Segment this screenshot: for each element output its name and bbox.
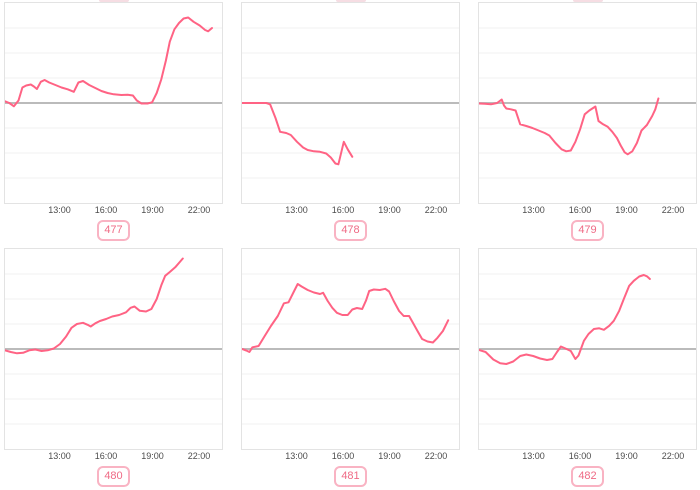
line-chart xyxy=(241,2,460,204)
chart-cell: 13:00 16:00 19:00 22:00 479 xyxy=(478,2,697,244)
chart-id-badge[interactable]: 482 xyxy=(571,466,604,487)
series-line xyxy=(242,102,354,166)
series-line xyxy=(479,97,660,156)
series-line xyxy=(5,257,184,355)
x-axis: 13:00 16:00 19:00 22:00 xyxy=(4,450,223,463)
x-tick-label: 13:00 xyxy=(285,205,308,215)
x-tick-label: 13:00 xyxy=(48,451,71,461)
x-tick-label: 13:00 xyxy=(285,451,308,461)
x-tick-label: 16:00 xyxy=(94,205,118,215)
series-line xyxy=(242,283,450,353)
x-tick-label: 22:00 xyxy=(661,451,685,461)
chart-badge-row: 479 xyxy=(478,217,697,244)
x-tick-label: 19:00 xyxy=(615,451,638,461)
x-tick-label: 16:00 xyxy=(94,451,118,461)
x-tick-label: 16:00 xyxy=(331,205,355,215)
series-line xyxy=(5,16,213,108)
chart-cell: 13:00 16:00 19:00 22:00 482 xyxy=(478,248,697,490)
x-tick-label: 19:00 xyxy=(615,205,638,215)
chart-badge-row: 482 xyxy=(478,463,697,490)
x-axis: 13:00 16:00 19:00 22:00 xyxy=(478,450,697,463)
chart-id-badge[interactable]: 480 xyxy=(97,466,130,487)
x-axis: 13:00 16:00 19:00 22:00 xyxy=(478,204,697,217)
line-chart xyxy=(478,2,697,204)
line-chart xyxy=(4,248,223,450)
chart-id-badge[interactable]: 479 xyxy=(571,220,604,241)
chart-id-badge[interactable]: 481 xyxy=(334,466,367,487)
x-tick-label: 22:00 xyxy=(661,205,685,215)
line-chart xyxy=(4,2,223,204)
x-tick-label: 22:00 xyxy=(187,205,211,215)
x-tick-label: 19:00 xyxy=(378,205,401,215)
chart-badge-row: 478 xyxy=(241,217,460,244)
x-tick-label: 13:00 xyxy=(522,205,545,215)
chart-cell: 13:00 16:00 19:00 22:00 481 xyxy=(241,248,460,490)
x-tick-label: 22:00 xyxy=(424,451,448,461)
chart-badge-row: 481 xyxy=(241,463,460,490)
x-tick-label: 22:00 xyxy=(187,451,211,461)
x-tick-label: 22:00 xyxy=(424,205,448,215)
series-line xyxy=(479,274,651,365)
chart-cell: 13:00 16:00 19:00 22:00 478 xyxy=(241,2,460,244)
x-tick-label: 13:00 xyxy=(48,205,71,215)
clipped-badge-fragment xyxy=(573,0,603,2)
x-axis: 13:00 16:00 19:00 22:00 xyxy=(241,204,460,217)
x-tick-label: 16:00 xyxy=(331,451,355,461)
chart-id-badge[interactable]: 478 xyxy=(334,220,367,241)
line-chart xyxy=(241,248,460,450)
line-chart xyxy=(478,248,697,450)
clipped-badge-fragment xyxy=(336,0,366,2)
x-tick-label: 13:00 xyxy=(522,451,545,461)
x-axis: 13:00 16:00 19:00 22:00 xyxy=(4,204,223,217)
x-tick-label: 19:00 xyxy=(141,205,164,215)
chart-badge-row: 477 xyxy=(4,217,223,244)
x-tick-label: 19:00 xyxy=(141,451,164,461)
x-tick-label: 19:00 xyxy=(378,451,401,461)
x-tick-label: 16:00 xyxy=(568,205,592,215)
x-axis: 13:00 16:00 19:00 22:00 xyxy=(241,450,460,463)
clipped-badge-fragment xyxy=(99,0,129,2)
chart-cell: 13:00 16:00 19:00 22:00 477 xyxy=(4,2,223,244)
chart-badge-row: 480 xyxy=(4,463,223,490)
x-tick-label: 16:00 xyxy=(568,451,592,461)
chart-id-badge[interactable]: 477 xyxy=(97,220,130,241)
chart-cell: 13:00 16:00 19:00 22:00 480 xyxy=(4,248,223,490)
